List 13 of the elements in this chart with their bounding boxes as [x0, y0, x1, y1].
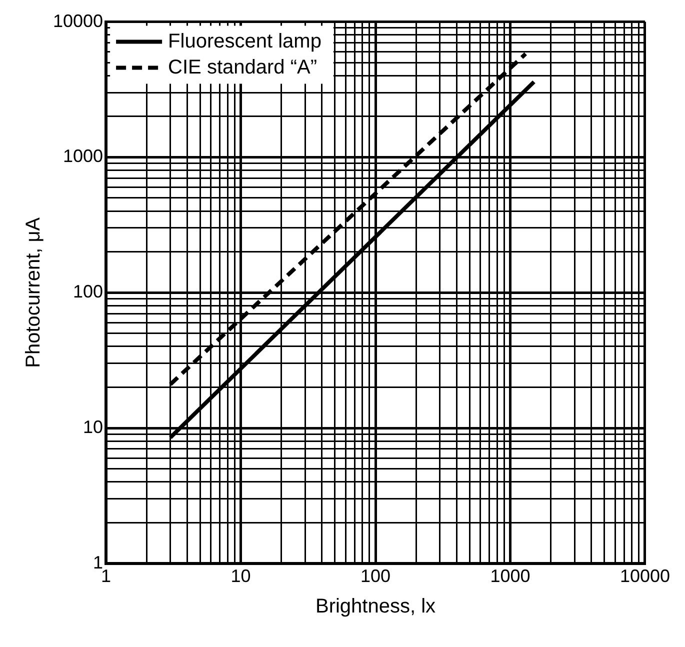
y-tick-label: 10 [83, 416, 104, 437]
x-tick-label: 10000 [620, 566, 670, 586]
x-tick-label: 100 [360, 566, 391, 586]
y-tick-label: 1 [93, 552, 104, 572]
x-axis-title: Brightness, lx [315, 596, 436, 618]
y-axis-title: Photocurrent, μA [22, 216, 45, 368]
y-tick-label: 100 [73, 282, 104, 302]
y-tick-label: 10000 [52, 10, 104, 31]
legend-label: CIE standard “A” [168, 56, 318, 78]
x-tick-label: 1000 [490, 566, 530, 586]
y-tick-label: 1000 [63, 146, 104, 166]
legend-label: Fluorescent lamp [168, 30, 322, 52]
x-tick-label: 10 [230, 566, 251, 586]
